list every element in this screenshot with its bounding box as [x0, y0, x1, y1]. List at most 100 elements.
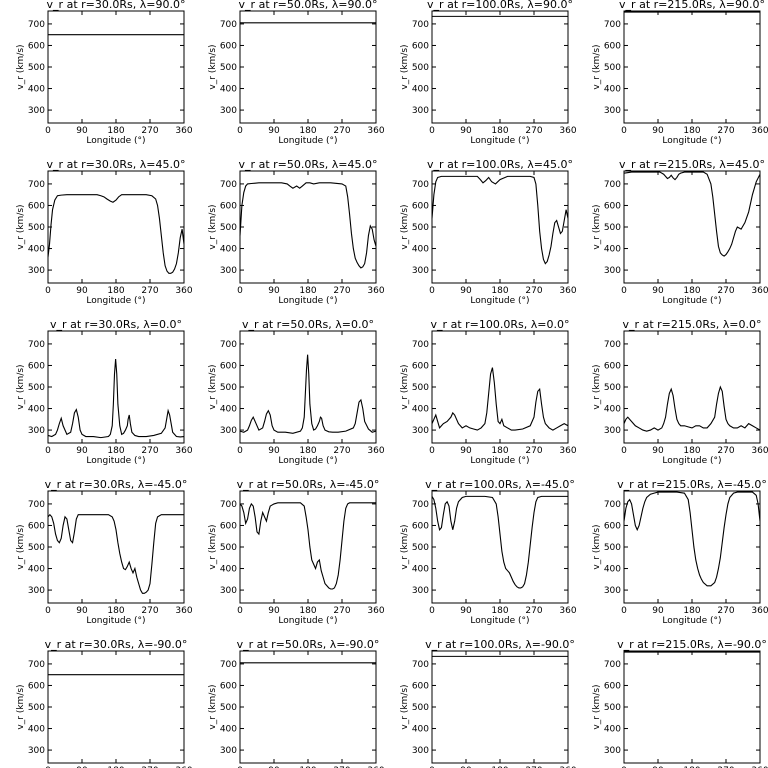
panel-r3-lat0: v_r at r=215.0Rs, λ=90.0° 0 90 180 270 360 300… — [592, 0, 768, 146]
x-tick-label: 270 — [333, 446, 350, 456]
plot-frame — [623, 170, 761, 284]
plot-frame — [239, 170, 377, 284]
y-tick-label: 600 — [604, 361, 621, 371]
y-tick-label: 300 — [412, 746, 429, 756]
x-tick-label: 180 — [491, 286, 508, 296]
plot-frame — [47, 170, 185, 284]
x-axis-label: Longitude (°) — [86, 296, 145, 306]
x-tick-label: 270 — [717, 766, 734, 768]
series-line — [47, 358, 185, 439]
y-axis-label: v_r (km/s) — [208, 684, 218, 729]
y-tick-label: 700 — [604, 20, 621, 30]
y-axis-label: v_r (km/s) — [400, 684, 410, 729]
y-tick-label: 500 — [604, 223, 621, 233]
y-tick-label: 400 — [412, 245, 429, 255]
x-tick-label: 0 — [45, 126, 51, 136]
x-tick-label: 270 — [525, 606, 542, 616]
x-axis-label: Longitude (°) — [470, 456, 529, 466]
x-tick-label: 360 — [175, 606, 192, 616]
y-tick-label: 400 — [604, 85, 621, 95]
x-tick-label: 0 — [621, 766, 627, 768]
panel-title: v_r at r=100.0Rs, λ=0.0° — [431, 318, 570, 331]
panel-title: v_r at r=30.0Rs, λ=-90.0° — [45, 638, 188, 651]
x-tick-label: 270 — [717, 446, 734, 456]
x-tick-label: 0 — [429, 286, 435, 296]
x-tick-label: 270 — [717, 286, 734, 296]
x-tick-label: 180 — [107, 766, 124, 768]
panel-title: v_r at r=50.0Rs, λ=-90.0° — [237, 638, 380, 651]
x-axis-label: Longitude (°) — [662, 296, 721, 306]
x-tick-label: 0 — [429, 126, 435, 136]
panel-title: v_r at r=100.0Rs, λ=45.0° — [427, 158, 573, 171]
x-tick-label: 180 — [299, 446, 316, 456]
panel-r0-lat4: v_r at r=30.0Rs, λ=-90.0° 0 90 180 270 360 300… — [16, 638, 193, 768]
plot-frame — [47, 490, 185, 604]
y-tick-label: 500 — [604, 703, 621, 713]
series-line — [239, 354, 377, 434]
x-tick-label: 0 — [237, 606, 243, 616]
panel-title: v_r at r=215.0Rs, λ=0.0° — [623, 318, 762, 331]
y-tick-label: 300 — [604, 106, 621, 116]
panel-title: v_r at r=50.0Rs, λ=90.0° — [239, 0, 378, 11]
y-axis-label: v_r (km/s) — [592, 684, 602, 729]
plot-frame — [623, 490, 761, 604]
y-tick-label: 500 — [604, 383, 621, 393]
panel-r2-lat1: v_r at r=100.0Rs, λ=45.0° 0 90 180 270 360 300… — [400, 158, 577, 306]
x-tick-label: 180 — [683, 446, 700, 456]
panel-r3-lat4: v_r at r=215.0Rs, λ=-90.0° 0 90 180 270 360 30… — [592, 638, 768, 768]
plot-frame — [239, 490, 377, 604]
x-tick-label: 180 — [491, 766, 508, 768]
y-tick-label: 700 — [28, 180, 45, 190]
x-tick-label: 180 — [107, 126, 124, 136]
y-axis-label: v_r (km/s) — [16, 364, 26, 409]
y-tick-label: 700 — [604, 180, 621, 190]
x-tick-label: 90 — [652, 606, 664, 616]
x-tick-label: 0 — [621, 446, 627, 456]
panel-r0-lat1: v_r at r=30.0Rs, λ=45.0° 0 90 180 270 360 300 4… — [16, 158, 193, 306]
y-tick-label: 400 — [412, 405, 429, 415]
y-tick-label: 400 — [604, 405, 621, 415]
y-tick-label: 700 — [220, 500, 237, 510]
x-tick-label: 0 — [45, 286, 51, 296]
x-axis-label: Longitude (°) — [86, 136, 145, 146]
x-tick-label: 180 — [299, 286, 316, 296]
plot-frame — [239, 650, 377, 764]
y-tick-label: 500 — [220, 543, 237, 553]
x-tick-label: 270 — [525, 766, 542, 768]
x-tick-label: 180 — [107, 606, 124, 616]
y-tick-label: 500 — [412, 703, 429, 713]
y-tick-label: 300 — [412, 426, 429, 436]
x-tick-label: 270 — [141, 286, 158, 296]
x-tick-label: 360 — [751, 766, 768, 768]
x-axis-label: Longitude (°) — [470, 616, 529, 626]
x-axis-label: Longitude (°) — [470, 296, 529, 306]
x-tick-label: 360 — [367, 606, 384, 616]
series-line — [623, 171, 761, 257]
plot-frame — [623, 10, 761, 124]
x-tick-label: 90 — [76, 286, 88, 296]
y-tick-label: 500 — [604, 543, 621, 553]
x-tick-label: 0 — [45, 766, 51, 768]
panel-title: v_r at r=215.0Rs, λ=-45.0° — [617, 478, 767, 491]
panel-r3-lat2: v_r at r=215.0Rs, λ=0.0° 0 90 180 270 360 300 4… — [592, 318, 768, 466]
y-axis-label: v_r (km/s) — [16, 204, 26, 249]
panel-title: v_r at r=100.0Rs, λ=-45.0° — [425, 478, 575, 491]
x-tick-label: 90 — [76, 446, 88, 456]
x-tick-label: 270 — [525, 286, 542, 296]
y-tick-label: 500 — [220, 703, 237, 713]
y-tick-label: 600 — [220, 41, 237, 51]
x-tick-label: 360 — [559, 446, 576, 456]
y-tick-label: 700 — [412, 180, 429, 190]
x-tick-label: 0 — [45, 446, 51, 456]
y-tick-label: 600 — [604, 41, 621, 51]
x-tick-label: 0 — [429, 606, 435, 616]
panel-title: v_r at r=50.0Rs, λ=-45.0° — [237, 478, 380, 491]
x-tick-label: 180 — [683, 606, 700, 616]
x-tick-label: 360 — [367, 286, 384, 296]
y-tick-label: 400 — [412, 565, 429, 575]
x-tick-label: 360 — [751, 446, 768, 456]
plot-frame — [47, 330, 185, 444]
x-tick-label: 180 — [299, 606, 316, 616]
x-tick-label: 360 — [367, 766, 384, 768]
y-tick-label: 500 — [28, 63, 45, 73]
